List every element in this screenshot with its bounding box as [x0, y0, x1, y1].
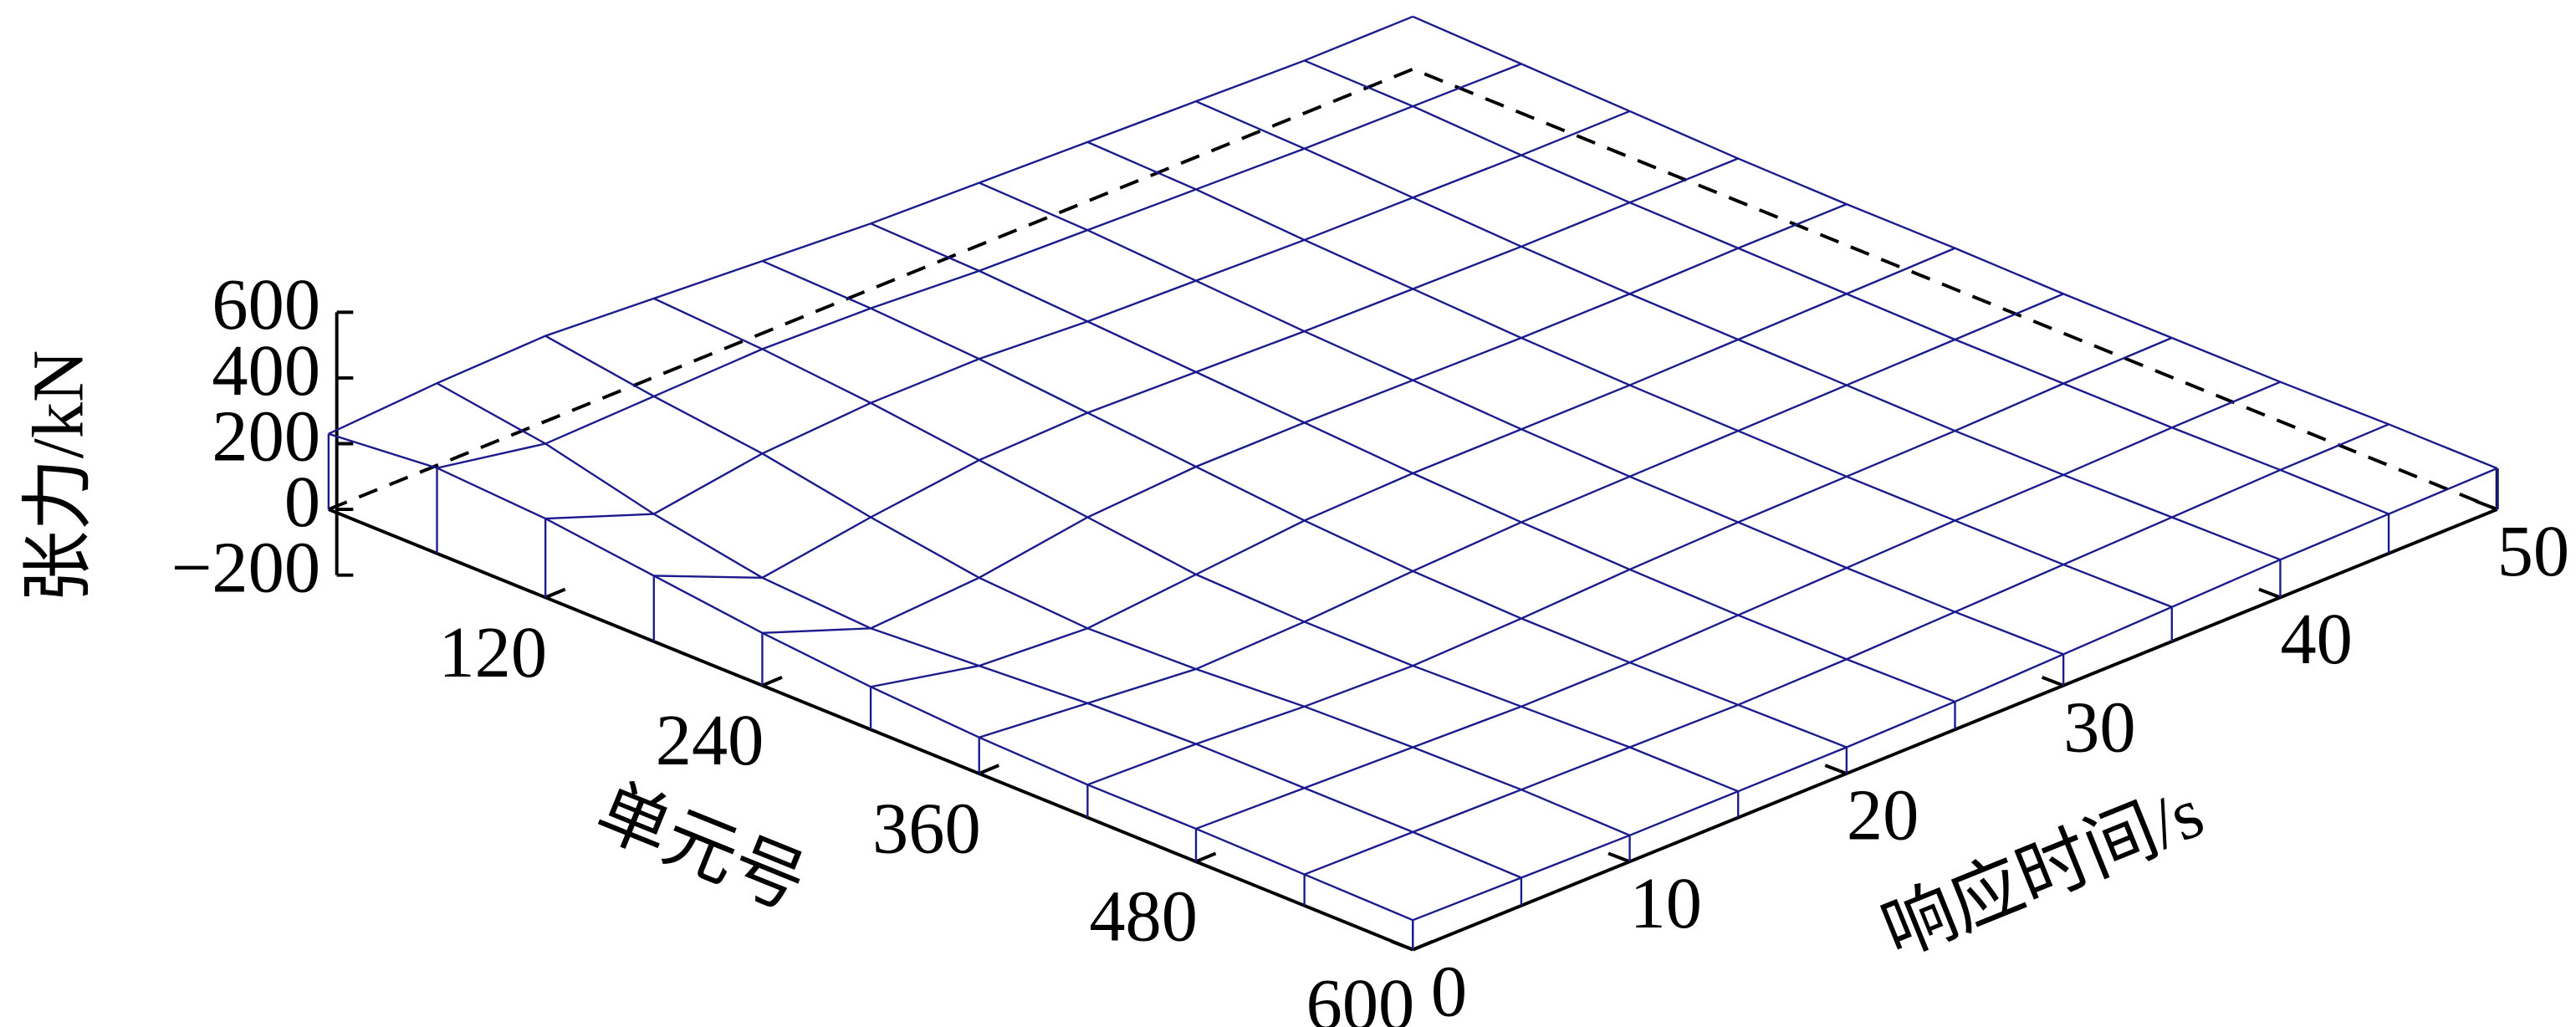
z-tick-label: −200 — [171, 527, 320, 607]
x-tick — [761, 676, 783, 687]
mesh-line — [870, 247, 1955, 688]
z-tick-label: 400 — [212, 330, 320, 411]
x-tick-label: 120 — [438, 612, 547, 692]
y-tick — [1607, 851, 1631, 864]
x-tick-label: 600 — [1306, 964, 1415, 1027]
mesh-line — [979, 181, 2064, 656]
mesh-line — [1304, 59, 2389, 515]
x-tick — [1195, 851, 1217, 864]
y-tick — [1824, 764, 1848, 775]
y-tick — [2258, 587, 2282, 600]
x-tick — [544, 587, 566, 600]
z-tick-label: 600 — [212, 264, 320, 345]
y-tick-label: 30 — [2063, 687, 2135, 767]
mesh-line — [1195, 381, 2281, 830]
y-tick-label: 50 — [2497, 511, 2569, 591]
z-tick-label: 0 — [284, 462, 320, 542]
y-tick — [2041, 676, 2064, 687]
x-tick-label: 360 — [872, 788, 981, 868]
mesh-line — [1304, 423, 2389, 876]
mesh-line — [1086, 336, 2173, 786]
x-axis-label: 单元号 — [585, 769, 816, 925]
y-tick-label: 20 — [1847, 775, 1919, 856]
y-tick-label: 40 — [2280, 599, 2352, 679]
mesh-line — [870, 222, 1955, 703]
mesh-line — [437, 63, 1522, 469]
y-tick — [1391, 939, 1413, 952]
x-tick — [978, 764, 1000, 775]
mesh-line — [1086, 141, 2173, 608]
mesh-line — [545, 110, 1631, 520]
x-tick-label: 240 — [656, 700, 764, 780]
mesh-line — [1195, 100, 2281, 561]
mesh-line — [762, 203, 1848, 634]
mesh-line — [761, 260, 1848, 749]
x-tick — [1412, 939, 1434, 952]
y-tick-label: 0 — [1431, 951, 1467, 1027]
back-edge — [328, 67, 2498, 511]
z-axis-label: 张力/kN — [18, 350, 98, 603]
z-tick-label: 200 — [212, 396, 320, 476]
y-tick — [2475, 499, 2498, 511]
mesh-line — [979, 293, 2064, 738]
y-axis-label: 响应时间/s — [1871, 772, 2214, 973]
mesh-line — [328, 15, 1413, 435]
x-tick-label: 480 — [1089, 876, 1198, 957]
y-tick-label: 10 — [1630, 863, 1702, 943]
mesh-line — [653, 157, 1739, 579]
mesh-line — [1412, 15, 2498, 470]
mesh-line — [1412, 467, 2498, 922]
